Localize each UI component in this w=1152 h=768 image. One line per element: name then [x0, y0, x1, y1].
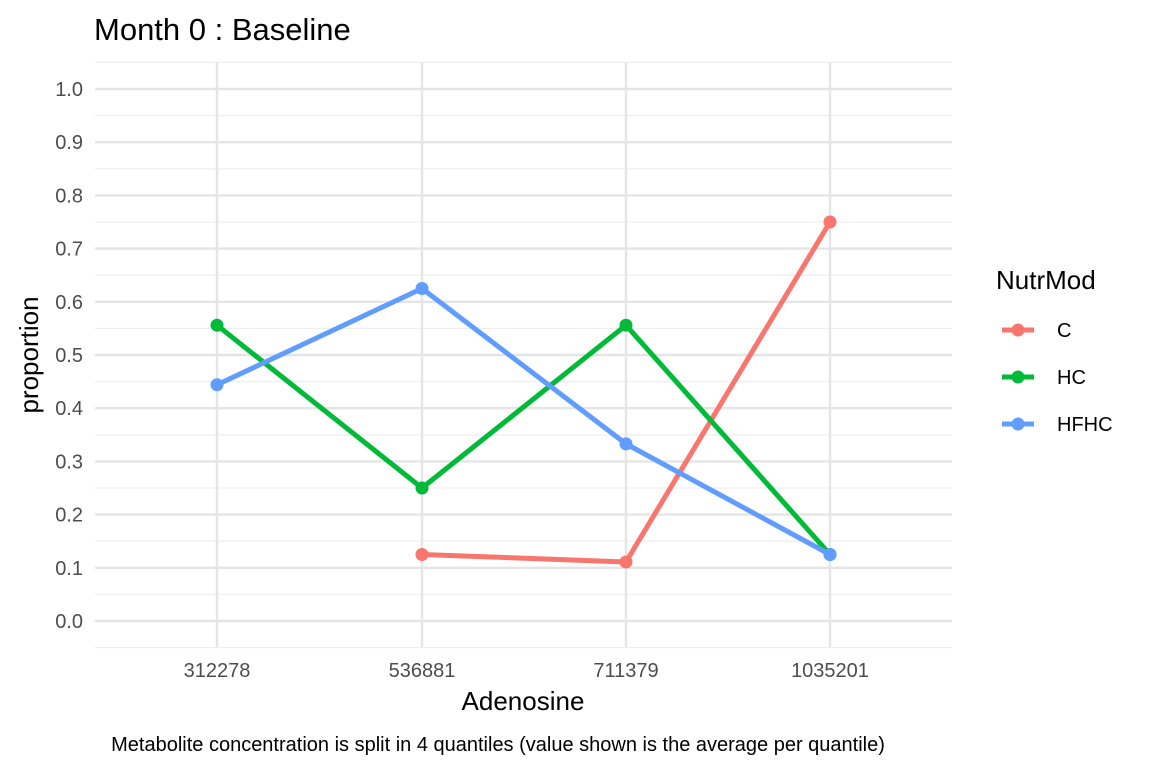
y-tick-label: 0.3: [55, 451, 83, 473]
legend-key-point: [1011, 370, 1025, 384]
data-point: [619, 555, 633, 569]
data-point: [415, 282, 429, 295]
x-axis-title: Adenosine: [462, 686, 585, 716]
data-point: [210, 378, 224, 392]
plot-grid: [95, 61, 952, 649]
y-tick-label: 0.7: [55, 239, 83, 261]
data-point: [619, 318, 633, 332]
series-line: [215, 286, 832, 557]
y-tick-label: 0.0: [55, 611, 83, 633]
legend-item-c: C: [1002, 320, 1071, 342]
series-layer: [210, 215, 837, 569]
data-point: [210, 318, 224, 332]
chart-title: Month 0 : Baseline: [94, 12, 351, 47]
legend-item-hfhc: HFHC: [1002, 414, 1113, 436]
y-axis-title: proportion: [14, 296, 44, 413]
chart-caption: Metabolite concentration is split in 4 q…: [111, 734, 885, 756]
data-point: [823, 215, 837, 229]
legend-item-hc: HC: [1002, 367, 1086, 389]
y-tick-label: 0.6: [55, 292, 83, 314]
y-tick-label: 0.8: [55, 185, 83, 207]
data-point: [823, 548, 837, 561]
data-point: [415, 481, 429, 495]
y-tick-label: 0.4: [55, 398, 83, 420]
y-tick-label: 0.9: [55, 132, 83, 154]
legend-label: HC: [1057, 367, 1086, 389]
x-tick-label: 312278: [184, 660, 251, 682]
data-point: [619, 437, 633, 451]
x-tick-label: 1035201: [791, 660, 869, 682]
x-tick-label: 536881: [389, 660, 456, 682]
x-axis-ticks: 312278 536881 711379 1035201: [184, 660, 869, 682]
legend-key-point: [1011, 323, 1025, 337]
data-point: [415, 548, 429, 561]
x-tick-label: 711379: [593, 660, 658, 682]
y-tick-label: 1.0: [55, 79, 83, 101]
y-tick-label: 0.2: [55, 505, 83, 527]
series-c: [415, 215, 837, 569]
y-tick-label: 0.5: [55, 345, 83, 367]
legend-key-point: [1011, 417, 1025, 431]
legend-title: NutrMod: [996, 265, 1096, 295]
series-line: [215, 322, 832, 557]
legend-label: C: [1057, 320, 1071, 342]
legend: NutrMod C HC HFHC: [996, 265, 1113, 436]
legend-label: HFHC: [1057, 414, 1113, 436]
y-axis-ticks: 0.0 0.1 0.2 0.3 0.4 0.5 0.6 0.7 0.8 0.9 1.0: [55, 79, 83, 633]
y-tick-label: 0.1: [55, 558, 83, 580]
series-hfhc: [210, 282, 837, 561]
